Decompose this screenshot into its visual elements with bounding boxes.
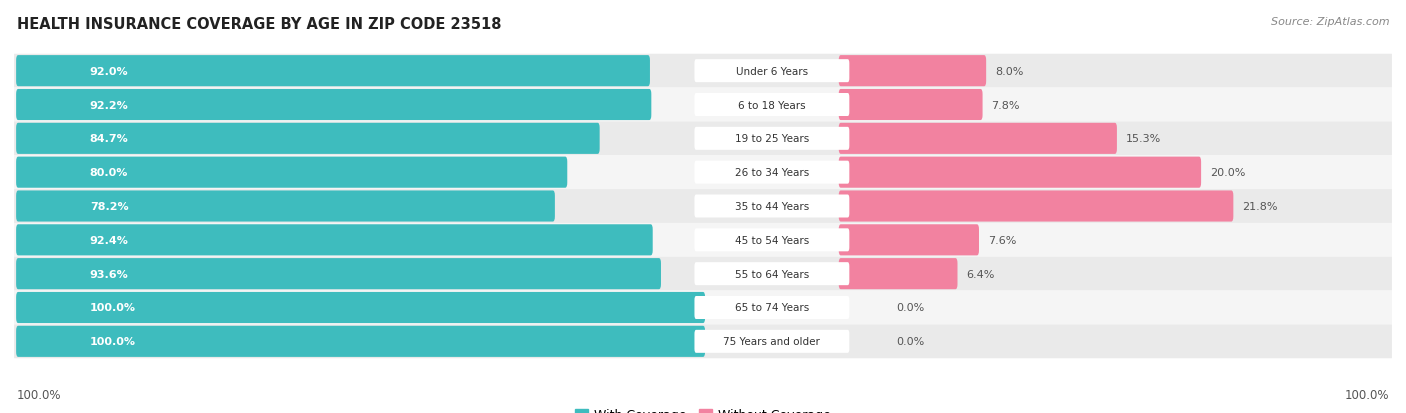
FancyBboxPatch shape: [695, 161, 849, 184]
FancyBboxPatch shape: [15, 225, 652, 256]
FancyBboxPatch shape: [15, 56, 650, 87]
Text: 20.0%: 20.0%: [1211, 168, 1246, 178]
FancyBboxPatch shape: [14, 223, 1392, 257]
FancyBboxPatch shape: [695, 330, 849, 353]
FancyBboxPatch shape: [14, 325, 1392, 358]
FancyBboxPatch shape: [14, 257, 1392, 291]
Text: 26 to 34 Years: 26 to 34 Years: [735, 168, 808, 178]
Text: Under 6 Years: Under 6 Years: [735, 66, 808, 76]
FancyBboxPatch shape: [839, 90, 983, 121]
Text: 8.0%: 8.0%: [995, 66, 1024, 76]
FancyBboxPatch shape: [695, 195, 849, 218]
Text: 100.0%: 100.0%: [1344, 388, 1389, 401]
Text: 93.6%: 93.6%: [90, 269, 128, 279]
FancyBboxPatch shape: [839, 123, 1116, 154]
FancyBboxPatch shape: [839, 225, 979, 256]
FancyBboxPatch shape: [839, 56, 986, 87]
Text: Source: ZipAtlas.com: Source: ZipAtlas.com: [1271, 17, 1389, 26]
FancyBboxPatch shape: [14, 291, 1392, 325]
FancyBboxPatch shape: [695, 60, 849, 83]
Text: 92.2%: 92.2%: [90, 100, 128, 110]
FancyBboxPatch shape: [695, 229, 849, 252]
Text: 92.4%: 92.4%: [90, 235, 129, 245]
Text: 92.0%: 92.0%: [90, 66, 128, 76]
FancyBboxPatch shape: [14, 55, 1392, 88]
FancyBboxPatch shape: [15, 123, 599, 154]
Text: 100.0%: 100.0%: [90, 303, 136, 313]
Legend: With Coverage, Without Coverage: With Coverage, Without Coverage: [571, 404, 835, 413]
FancyBboxPatch shape: [839, 157, 1201, 188]
FancyBboxPatch shape: [695, 94, 849, 117]
Text: 84.7%: 84.7%: [90, 134, 128, 144]
Text: 19 to 25 Years: 19 to 25 Years: [735, 134, 808, 144]
Text: 35 to 44 Years: 35 to 44 Years: [735, 202, 808, 211]
FancyBboxPatch shape: [14, 190, 1392, 223]
FancyBboxPatch shape: [15, 259, 661, 290]
Text: 15.3%: 15.3%: [1126, 134, 1161, 144]
FancyBboxPatch shape: [839, 259, 957, 290]
Text: HEALTH INSURANCE COVERAGE BY AGE IN ZIP CODE 23518: HEALTH INSURANCE COVERAGE BY AGE IN ZIP …: [17, 17, 502, 31]
Text: 65 to 74 Years: 65 to 74 Years: [735, 303, 808, 313]
Text: 100.0%: 100.0%: [17, 388, 62, 401]
Text: 21.8%: 21.8%: [1243, 202, 1278, 211]
Text: 55 to 64 Years: 55 to 64 Years: [735, 269, 808, 279]
FancyBboxPatch shape: [695, 296, 849, 319]
FancyBboxPatch shape: [839, 191, 1233, 222]
Text: 7.8%: 7.8%: [991, 100, 1019, 110]
Text: 78.2%: 78.2%: [90, 202, 128, 211]
Text: 7.6%: 7.6%: [988, 235, 1017, 245]
FancyBboxPatch shape: [14, 88, 1392, 122]
Text: 100.0%: 100.0%: [90, 337, 136, 347]
FancyBboxPatch shape: [15, 292, 704, 323]
Text: 0.0%: 0.0%: [896, 303, 924, 313]
FancyBboxPatch shape: [695, 128, 849, 150]
FancyBboxPatch shape: [14, 122, 1392, 156]
FancyBboxPatch shape: [15, 90, 651, 121]
FancyBboxPatch shape: [695, 263, 849, 285]
FancyBboxPatch shape: [14, 156, 1392, 190]
Text: 6 to 18 Years: 6 to 18 Years: [738, 100, 806, 110]
Text: 75 Years and older: 75 Years and older: [724, 337, 820, 347]
Text: 45 to 54 Years: 45 to 54 Years: [735, 235, 808, 245]
Text: 0.0%: 0.0%: [896, 337, 924, 347]
FancyBboxPatch shape: [15, 191, 555, 222]
FancyBboxPatch shape: [15, 157, 567, 188]
Text: 6.4%: 6.4%: [966, 269, 995, 279]
Text: 80.0%: 80.0%: [90, 168, 128, 178]
FancyBboxPatch shape: [15, 326, 704, 357]
